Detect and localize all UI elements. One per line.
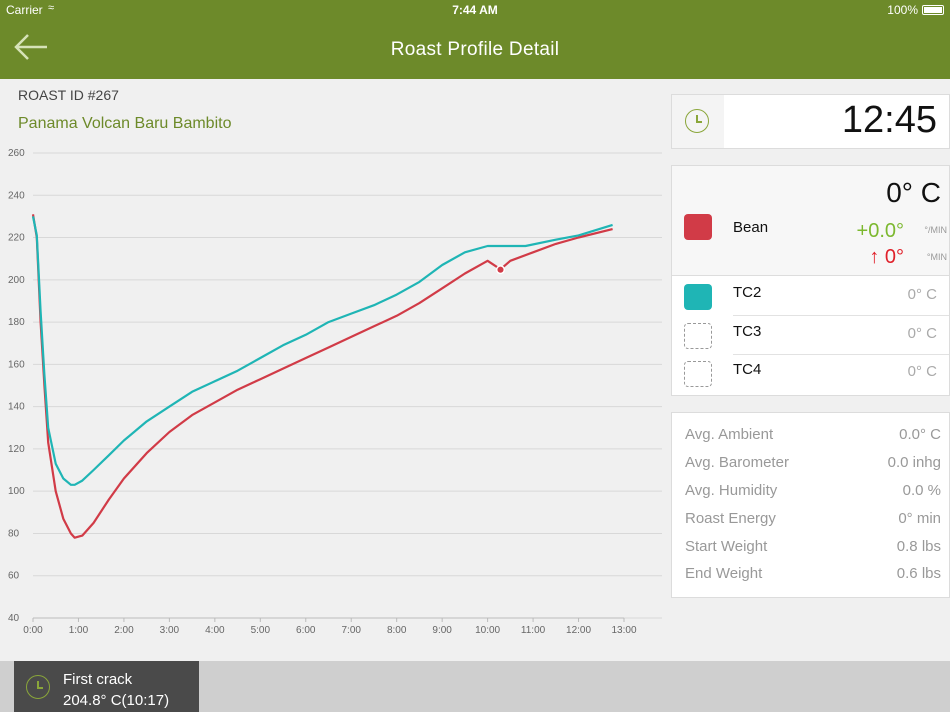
tc4-row: TC4 0° C [672, 355, 949, 393]
stat-row-barometer: Avg. Barometer 0.0 inhg [685, 454, 941, 476]
stat-value: 0.6 lbs [896, 565, 941, 582]
battery-icon [922, 5, 944, 15]
stat-value: 0.0° C [899, 426, 941, 443]
tc2-value: 0° C [907, 286, 937, 303]
y-tick-label: 140 [8, 402, 25, 413]
y-tick-label: 40 [8, 613, 20, 624]
tc4-value: 0° C [907, 363, 937, 380]
first-crack-marker [495, 265, 506, 275]
x-tick-label: 10:00 [475, 625, 500, 636]
bean-color-swatch[interactable] [684, 214, 712, 240]
wifi-icon: ≈ [48, 2, 55, 14]
nav-bar: Roast Profile Detail [0, 20, 950, 79]
status-time: 7:44 AM [452, 3, 498, 17]
x-tick-label: 5:00 [251, 625, 271, 636]
bean-label: Bean [733, 219, 769, 236]
event-clock-icon [26, 675, 50, 699]
y-tick-label: 260 [8, 148, 25, 159]
y-tick-label: 120 [8, 444, 25, 455]
x-tick-label: 0:00 [23, 625, 43, 636]
series-line-bean [31, 214, 613, 539]
stat-label: Avg. Ambient [685, 426, 774, 443]
y-tick-label: 160 [8, 359, 25, 370]
back-arrow-icon [14, 34, 47, 60]
x-tick-label: 11:00 [521, 625, 546, 636]
stat-value: 0.8 lbs [896, 538, 941, 555]
stat-label: Avg. Humidity [685, 482, 778, 499]
battery-percent: 100% [887, 3, 918, 17]
clock-icon [685, 109, 709, 133]
event-title: First crack [63, 671, 133, 688]
page-title: Roast Profile Detail [390, 39, 560, 60]
event-bar: First crack 204.8° C(10:17) [0, 661, 950, 712]
x-tick-label: 13:00 [611, 625, 636, 636]
main-temperature: 0° C [886, 177, 941, 208]
y-tick-label: 80 [8, 528, 20, 539]
back-button[interactable] [12, 32, 52, 66]
row-divider [733, 315, 949, 316]
stat-row-ambient: Avg. Ambient 0.0° C [685, 426, 941, 448]
stat-value: 0.0 % [902, 482, 941, 499]
stat-value: 0.0 inhg [887, 454, 941, 471]
stat-label: Roast Energy [685, 510, 776, 527]
y-tick-label: 60 [8, 571, 20, 582]
tc2-label: TC2 [733, 284, 762, 301]
x-tick-label: 8:00 [387, 625, 407, 636]
stat-row-humidity: Avg. Humidity 0.0 % [685, 482, 941, 504]
bean-header: 0° C Bean +0.0° °/MIN ↑ 0° °MIN [672, 166, 949, 276]
tc4-label: TC4 [733, 361, 762, 378]
stat-value: 0° min [898, 510, 941, 527]
tc3-label: TC3 [733, 323, 762, 340]
tc3-color-swatch[interactable] [684, 323, 712, 349]
first-crack-event[interactable]: First crack 204.8° C(10:17) [14, 661, 199, 712]
x-tick-label: 4:00 [205, 625, 225, 636]
series-line-tc2 [31, 216, 613, 486]
roast-id: ROAST ID #267 [18, 87, 119, 103]
timer-clock-box [672, 95, 724, 148]
rate-of-rise-unit: °/MIN [924, 225, 947, 235]
x-tick-label: 7:00 [341, 625, 361, 636]
tc4-color-swatch[interactable] [684, 361, 712, 387]
x-tick-label: 9:00 [432, 625, 452, 636]
rate-of-rise-value: +0.0° [856, 220, 904, 242]
x-tick-label: 1:00 [69, 625, 89, 636]
y-tick-label: 100 [8, 486, 25, 497]
stat-label: End Weight [685, 565, 763, 582]
roast-chart: 40 60 80 100 120 140 160 180 200 220 240 260 0:00 1:0… [8, 148, 662, 636]
y-tick-label: 200 [8, 275, 25, 286]
stat-row-end-weight: End Weight 0.6 lbs [685, 565, 941, 587]
x-tick-label: 2:00 [114, 625, 134, 636]
delta-value: ↑ 0° [869, 246, 904, 268]
tc3-value: 0° C [907, 325, 937, 342]
tc2-color-swatch[interactable] [684, 284, 712, 310]
stat-label: Avg. Barometer [685, 454, 789, 471]
tc3-row: TC3 0° C [672, 317, 949, 355]
timer-panel: 12:45 [671, 94, 950, 149]
delta-unit: °MIN [926, 252, 947, 262]
stats-panel: Avg. Ambient 0.0° C Avg. Barometer 0.0 i… [671, 412, 950, 598]
x-tick-label: 3:00 [160, 625, 180, 636]
x-tick-label: 6:00 [296, 625, 316, 636]
carrier-label: Carrier [6, 3, 43, 17]
y-tick-label: 240 [8, 190, 25, 201]
stat-row-energy: Roast Energy 0° min [685, 510, 941, 532]
x-tick-label: 12:00 [566, 625, 591, 636]
y-tick-label: 220 [8, 233, 25, 244]
status-bar: Carrier ≈ 7:44 AM 100% [0, 0, 950, 20]
stat-label: Start Weight [685, 538, 768, 555]
tc2-row: TC2 0° C [672, 278, 949, 316]
y-tick-label: 180 [8, 317, 25, 328]
row-divider [733, 354, 949, 355]
stat-row-start-weight: Start Weight 0.8 lbs [685, 538, 941, 560]
roast-name: Panama Volcan Baru Bambito [18, 115, 232, 132]
event-value: 204.8° C(10:17) [63, 692, 170, 709]
temperature-panel: 0° C Bean +0.0° °/MIN ↑ 0° °MIN TC2 0° C… [671, 165, 950, 396]
timer-value: 12:45 [841, 99, 937, 141]
chart-panel: 40 60 80 100 120 140 160 180 200 220 240 260 0:00 1:0… [0, 79, 663, 661]
